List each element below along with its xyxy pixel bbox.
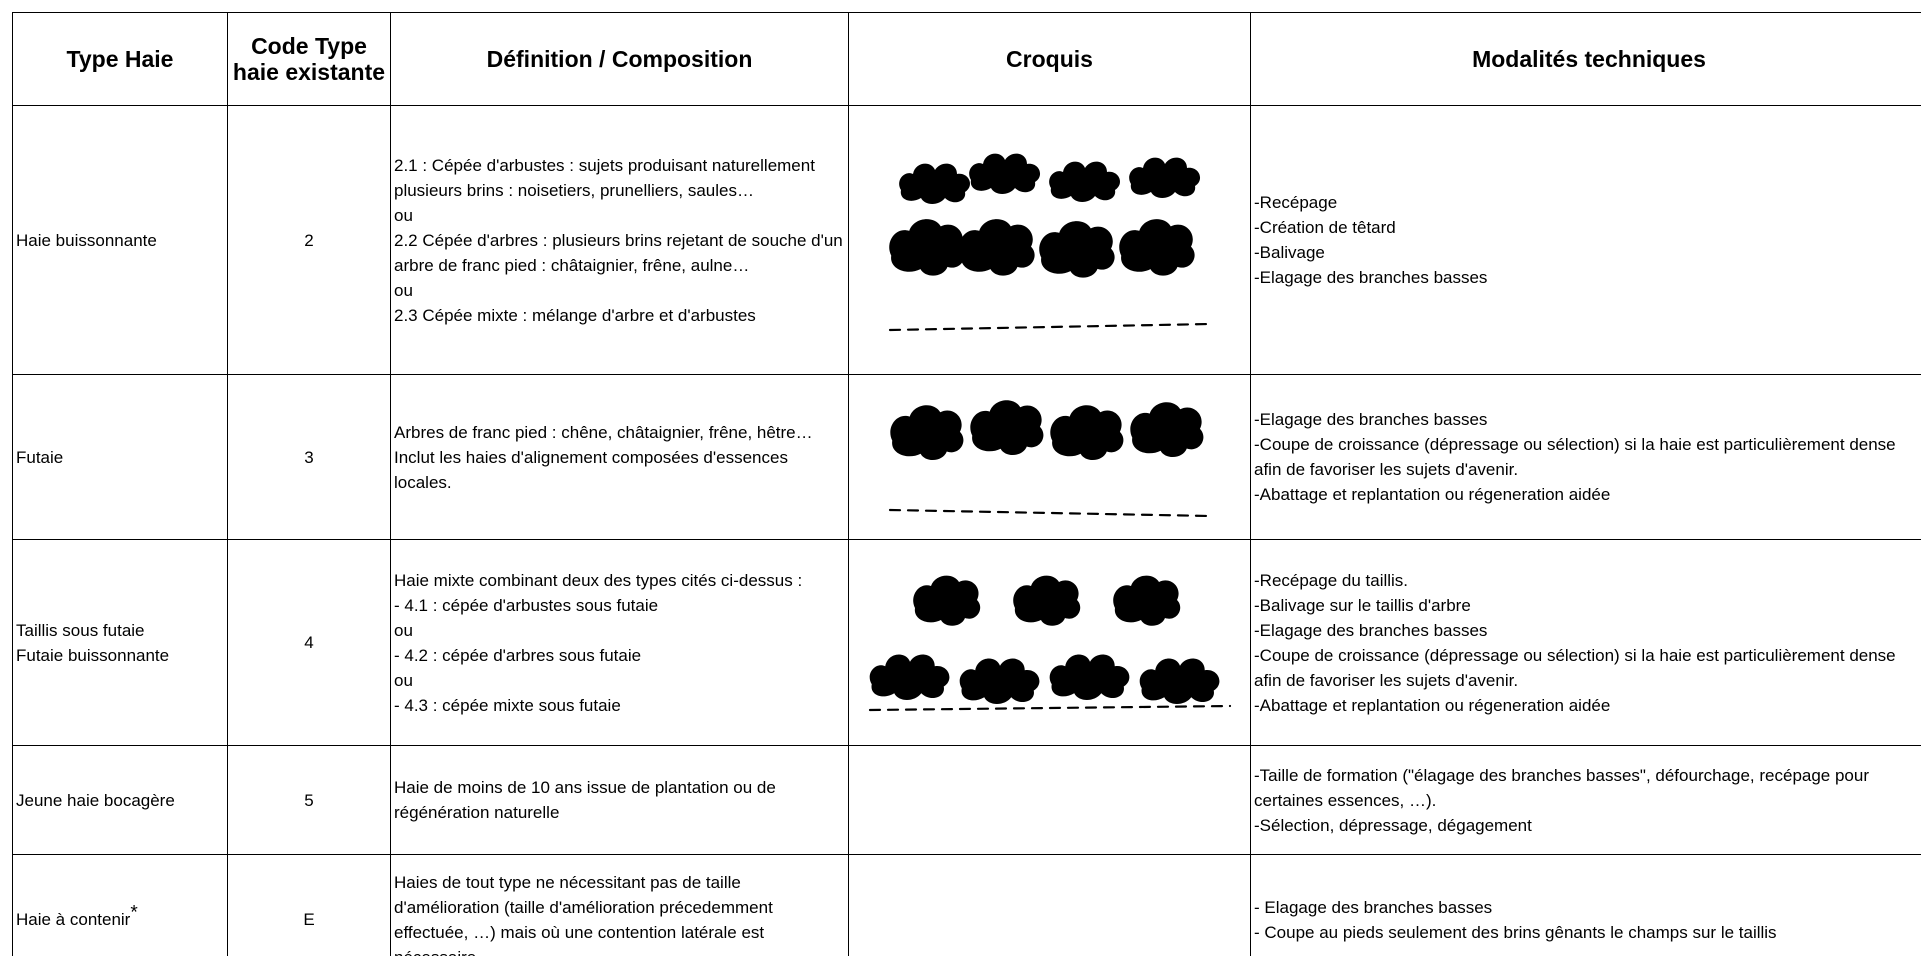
- technique-line: -Sélection, dépressage, dégagement: [1254, 815, 1532, 835]
- technique-line: -Taille de formation ("élagage des branc…: [1254, 765, 1870, 810]
- technique-line: -Recépage: [1254, 193, 1338, 212]
- definition-cell: Haie mixte combinant deux des types cité…: [390, 539, 849, 746]
- technique-line: - Coupe au pieds seulement des brins gên…: [1254, 922, 1777, 942]
- sketch-cell: [848, 854, 1251, 956]
- definition-line: Haies de tout type ne nécessitant pas de…: [394, 872, 773, 956]
- header-cell: Type Haie: [12, 12, 228, 106]
- table-row: Haie buissonnante 2 2.1 : Cépée d'arbustes…: [12, 105, 1921, 375]
- header-row: Type Haie Code Type haie existante Défin…: [12, 12, 1921, 106]
- definition-line: ou: [394, 280, 413, 300]
- technique-line: -Balivage: [1254, 243, 1325, 262]
- table-row: Taillis sous futaie Futaie buissonnante 4 H…: [12, 539, 1921, 746]
- code-cell: 3: [227, 374, 391, 540]
- hedge-type-cell: Jeune haie bocagère: [12, 745, 228, 855]
- definition-line: Haie de moins de 10 ans issue de plantat…: [394, 778, 776, 822]
- sketch-cell: [848, 539, 1251, 746]
- definition-line: ou: [394, 670, 413, 690]
- definition-line: - 4.1 : cépée d'arbustes sous futaie: [394, 595, 659, 615]
- hedge-type-line: Haie buissonnante: [16, 230, 157, 250]
- technique-cell: -Recépage -Création de têtard -Balivage -El…: [1250, 105, 1921, 375]
- hedge-type-line: Futaie: [16, 447, 64, 467]
- definition-line: Arbres de franc pied : chêne, châtaignie…: [394, 422, 813, 442]
- code-cell: E: [227, 854, 391, 956]
- definition-cell: Haie de moins de 10 ans issue de plantat…: [390, 745, 849, 855]
- technique-cell: - Elagage des branches basses - Coupe au …: [1250, 854, 1921, 956]
- definition-cell: Haies de tout type ne nécessitant pas de…: [390, 854, 849, 956]
- technique-cell: -Taille de formation ("élagage des branc…: [1250, 745, 1921, 855]
- hedge-type-cell: Haie buissonnante: [12, 105, 228, 375]
- hedge-type-line: Haie à contenir*: [16, 902, 138, 929]
- hedge-type-cell: Futaie: [12, 374, 228, 540]
- technique-line: -Coupe de croissance (dépressage ou séle…: [1254, 645, 1896, 690]
- header-cell: Modalités techniques: [1250, 12, 1921, 106]
- hedge-table: Type Haie Code Type haie existante Défin…: [12, 12, 1921, 956]
- sketch-high-forest: [888, 400, 1211, 518]
- table-row: Jeune haie bocagère 5 Haie de moins de 10 …: [12, 745, 1921, 855]
- definition-line: 2.2 Cépée d'arbres : plusieurs brins rej…: [394, 230, 843, 275]
- sketch-bushy-hedge: [888, 153, 1211, 332]
- technique-line: -Abattage et replantation ou régeneratio…: [1254, 695, 1611, 715]
- header-cell: Définition / Composition: [390, 12, 849, 106]
- definition-line: Haie mixte combinant deux des types cité…: [394, 570, 803, 590]
- table-row: Futaie 3 Arbres de franc pied : chêne, châ…: [12, 374, 1921, 540]
- technique-line: -Elagage des branches basses: [1254, 410, 1488, 429]
- definition-line: - 4.3 : cépée mixte sous futaie: [394, 695, 621, 715]
- technique-line: -Création de têtard: [1254, 218, 1396, 237]
- code-cell: 5: [227, 745, 391, 855]
- technique-line: -Recépage du taillis.: [1254, 570, 1409, 590]
- table-wrapper: Type Haie Code Type haie existante Défin…: [12, 12, 1921, 956]
- hedge-type-line: Jeune haie bocagère: [16, 790, 175, 810]
- table-body: Haie buissonnante 2 2.1 : Cépée d'arbustes…: [12, 105, 1921, 956]
- definition-line: 2.1 : Cépée d'arbustes : sujets produisa…: [394, 155, 815, 200]
- technique-line: -Coupe de croissance (dépressage ou séle…: [1254, 435, 1896, 479]
- definition-cell: 2.1 : Cépée d'arbustes : sujets produisa…: [390, 105, 849, 375]
- sketch-cell: [848, 745, 1251, 855]
- definition-line: - 4.2 : cépée d'arbres sous futaie: [394, 645, 642, 665]
- code-cell: 2: [227, 105, 391, 375]
- footnote-mark: *: [130, 902, 138, 924]
- technique-line: -Balivage sur le taillis d'arbre: [1254, 595, 1471, 615]
- definition-line: 2.3 Cépée mixte : mélange d'arbre et d'a…: [394, 305, 756, 325]
- technique-line: -Abattage et replantation ou régeneratio…: [1254, 485, 1611, 504]
- header-cell: Code Type haie existante: [227, 12, 391, 106]
- hedge-type-cell: Taillis sous futaie Futaie buissonnante: [12, 539, 228, 746]
- hedge-type-cell: Haie à contenir*: [12, 854, 228, 956]
- table-row: Haie à contenir* E Haies de tout type ne n…: [12, 854, 1921, 956]
- sketch-cell: [848, 105, 1251, 375]
- technique-line: - Elagage des branches basses: [1254, 897, 1493, 917]
- header-cell: Croquis: [848, 12, 1251, 106]
- definition-line: ou: [394, 205, 413, 225]
- definition-line: Inclut les haies d'alignement composées …: [394, 447, 788, 492]
- hedge-type-line: Futaie buissonnante: [16, 645, 170, 665]
- definition-line: ou: [394, 620, 413, 640]
- code-cell: 4: [227, 539, 391, 746]
- hedge-type-line: Taillis sous futaie: [16, 620, 145, 640]
- sketch-coppice-under-forest: [868, 575, 1231, 711]
- definition-cell: Arbres de franc pied : chêne, châtaignie…: [390, 374, 849, 540]
- technique-line: -Elagage des branches basses: [1254, 620, 1488, 640]
- sketch-cell: [848, 374, 1251, 540]
- technique-cell: -Recépage du taillis. -Balivage sur le ta…: [1250, 539, 1921, 746]
- technique-cell: -Elagage des branches basses -Coupe de cr…: [1250, 374, 1921, 540]
- technique-line: -Elagage des branches basses: [1254, 268, 1488, 287]
